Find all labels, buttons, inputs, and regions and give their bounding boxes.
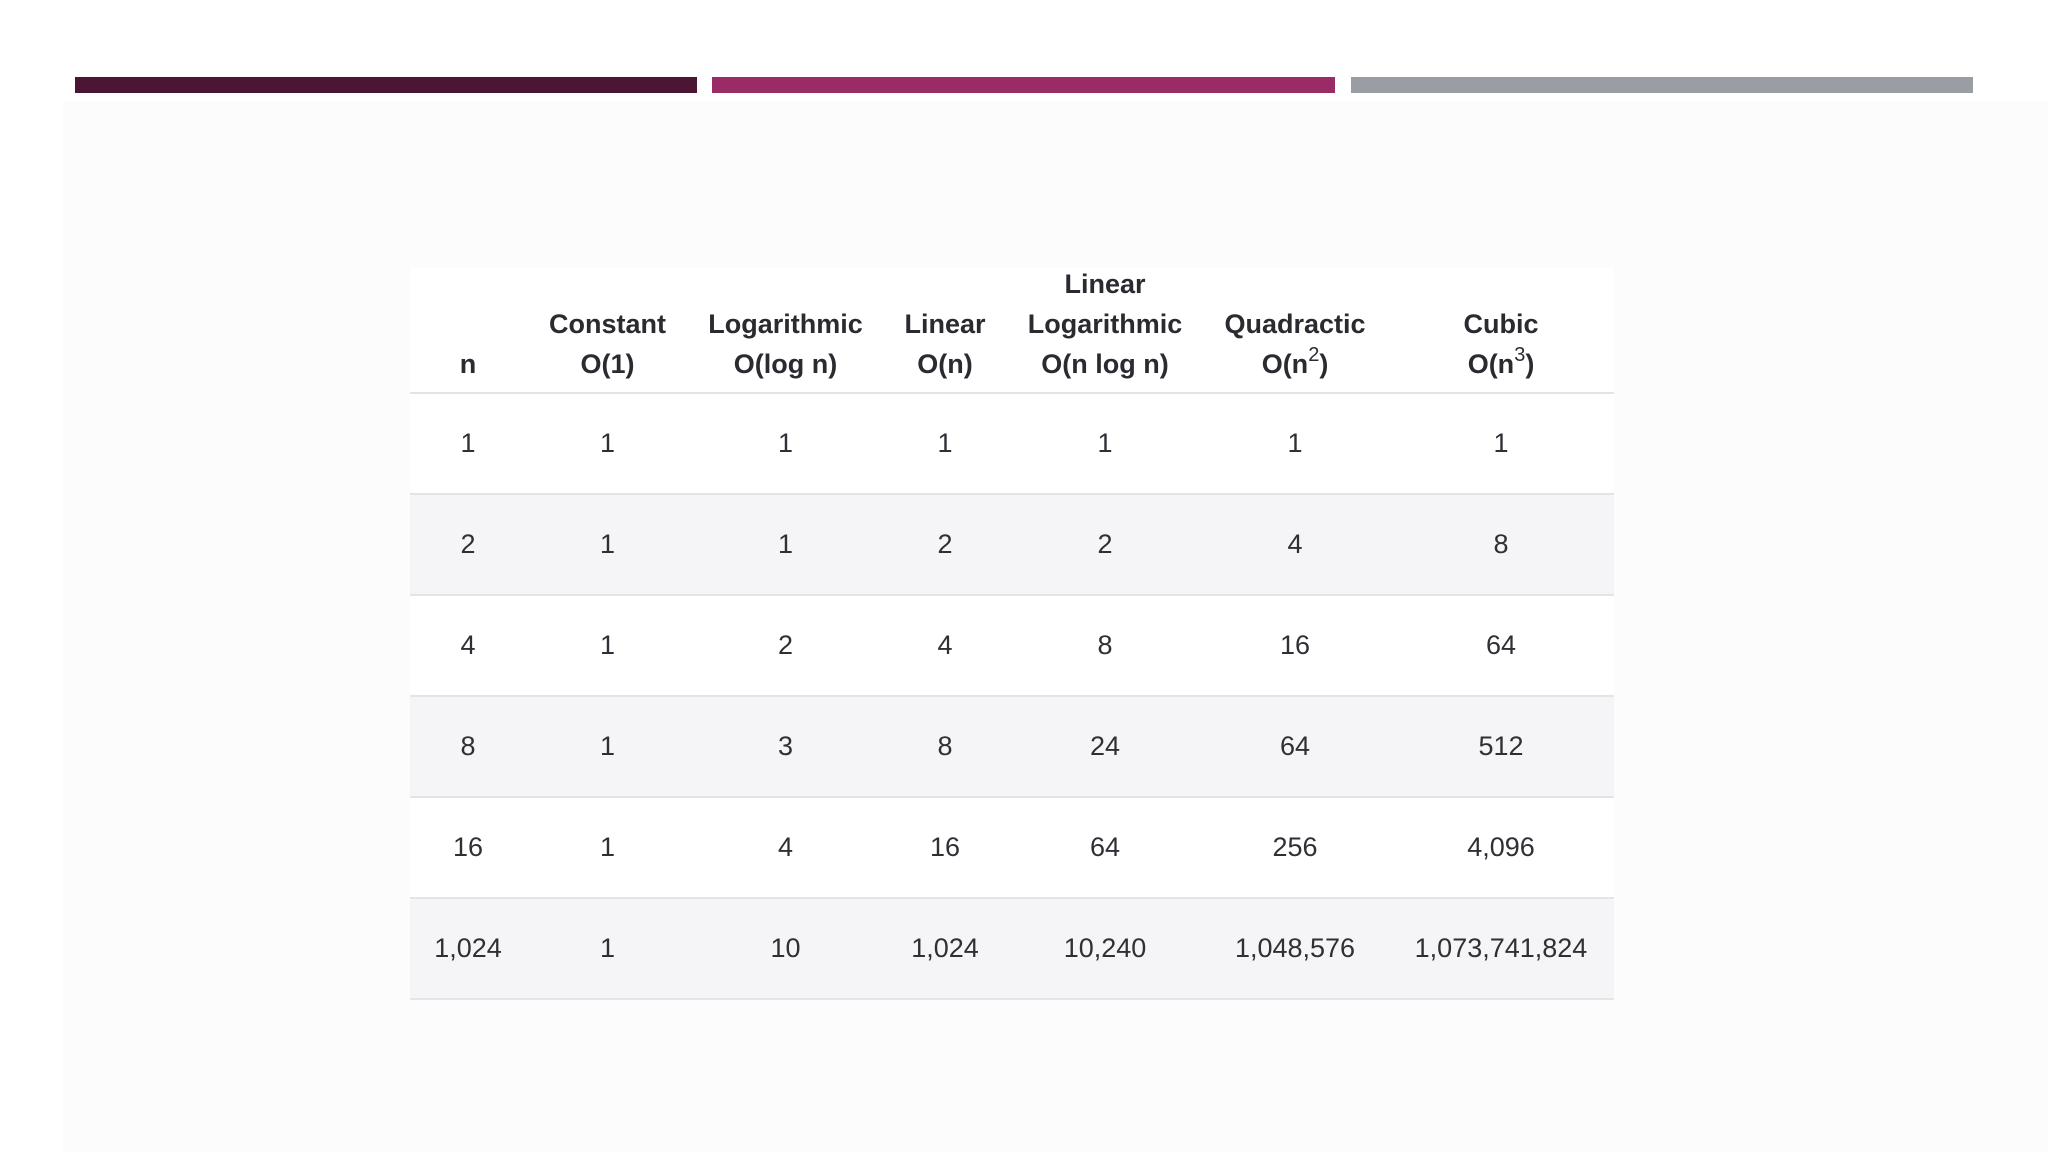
header-quadratic-notation: O(n2) bbox=[1202, 344, 1388, 384]
cell-constant: 1 bbox=[599, 529, 616, 559]
cell-linear: 8 bbox=[937, 731, 953, 761]
cell-n: 4 bbox=[460, 630, 476, 660]
cell-linear-logarithmic: 8 bbox=[1097, 630, 1113, 660]
header-logarithmic: Logarithmic O(log n) bbox=[689, 304, 882, 392]
cell-logarithmic: 2 bbox=[777, 630, 794, 660]
header-linear-logarithmic-name-1: Linear bbox=[1064, 269, 1146, 299]
header-quadratic-notation-base: O(n bbox=[1261, 349, 1309, 379]
cell-linear: 16 bbox=[929, 832, 961, 862]
accent-bar-magenta bbox=[712, 77, 1335, 93]
table-row: 4 1 2 4 8 16 64 bbox=[410, 596, 1614, 697]
cell-logarithmic: 10 bbox=[770, 933, 801, 963]
cell-linear: 2 bbox=[937, 529, 953, 559]
complexity-table: n Constant O(1) Logarithmic O(log n) Lin… bbox=[410, 268, 1614, 1000]
table-row: 2 1 1 2 2 4 8 bbox=[410, 495, 1614, 596]
header-logarithmic-notation: O(log n) bbox=[733, 349, 838, 379]
table-row: 1 1 1 1 1 1 1 bbox=[410, 394, 1614, 495]
header-constant-name: Constant bbox=[549, 309, 666, 339]
cell-n: 16 bbox=[452, 832, 484, 862]
header-logarithmic-name: Logarithmic bbox=[708, 309, 863, 339]
header-n-label: n bbox=[459, 349, 477, 379]
header-linear-name: Linear bbox=[904, 309, 986, 339]
header-cubic-name: Cubic bbox=[1463, 309, 1539, 339]
header-quadratic-notation-close: ) bbox=[1319, 349, 1329, 379]
header-cubic-notation: O(n3) bbox=[1388, 344, 1614, 384]
header-linear-logarithmic: Linear Logarithmic O(n log n) bbox=[1008, 264, 1202, 392]
cell-n: 1 bbox=[460, 428, 476, 458]
cell-linear: 4 bbox=[937, 630, 953, 660]
header-quadratic: Quadractic O(n2) bbox=[1202, 304, 1388, 392]
header-quadratic-exponent: 2 bbox=[1308, 344, 1320, 366]
table-row: 16 1 4 16 64 256 4,096 bbox=[410, 798, 1614, 899]
cell-constant: 1 bbox=[599, 731, 616, 761]
cell-constant: 1 bbox=[599, 630, 616, 660]
cell-linear-logarithmic: 10,240 bbox=[1063, 933, 1147, 963]
accent-bar-gray bbox=[1351, 77, 1973, 93]
header-linear-notation: O(n) bbox=[917, 349, 973, 379]
cell-linear-logarithmic: 1 bbox=[1097, 428, 1113, 458]
cell-n: 2 bbox=[460, 529, 476, 559]
header-linear-logarithmic-notation: O(n log n) bbox=[1041, 349, 1169, 379]
cell-n: 8 bbox=[460, 731, 476, 761]
cell-quadratic: 1,048,576 bbox=[1234, 933, 1356, 963]
cell-linear-logarithmic: 24 bbox=[1089, 731, 1121, 761]
cell-quadratic: 256 bbox=[1272, 832, 1318, 862]
cell-quadratic: 16 bbox=[1279, 630, 1311, 660]
cell-cubic: 1 bbox=[1493, 428, 1509, 458]
cell-quadratic: 1 bbox=[1287, 428, 1303, 458]
cell-logarithmic: 1 bbox=[777, 529, 794, 559]
table-row: 8 1 3 8 24 64 512 bbox=[410, 697, 1614, 798]
cell-logarithmic: 4 bbox=[777, 832, 794, 862]
cell-cubic: 8 bbox=[1493, 529, 1509, 559]
cell-cubic: 512 bbox=[1478, 731, 1524, 761]
header-linear: Linear O(n) bbox=[882, 304, 1008, 392]
cell-linear: 1,024 bbox=[911, 933, 979, 963]
header-constant-notation: O(1) bbox=[580, 349, 635, 379]
table-header-row: n Constant O(1) Logarithmic O(log n) Lin… bbox=[410, 268, 1614, 394]
cell-cubic: 64 bbox=[1485, 630, 1517, 660]
cell-logarithmic: 1 bbox=[777, 428, 794, 458]
header-n: n bbox=[410, 344, 526, 392]
cell-logarithmic: 3 bbox=[777, 731, 794, 761]
header-cubic: Cubic O(n3) bbox=[1388, 304, 1614, 392]
header-cubic-notation-close: ) bbox=[1525, 349, 1535, 379]
cell-cubic: 4,096 bbox=[1467, 832, 1535, 862]
cell-constant: 1 bbox=[599, 428, 616, 458]
cell-constant: 1 bbox=[599, 933, 616, 963]
cell-n: 1,024 bbox=[434, 933, 502, 963]
cell-linear-logarithmic: 64 bbox=[1089, 832, 1121, 862]
header-cubic-notation-base: O(n bbox=[1467, 349, 1515, 379]
header-quadratic-name: Quadractic bbox=[1224, 309, 1366, 339]
cell-quadratic: 64 bbox=[1279, 731, 1311, 761]
table-row: 1,024 1 10 1,024 10,240 1,048,576 1,073,… bbox=[410, 899, 1614, 1000]
header-cubic-exponent: 3 bbox=[1514, 344, 1526, 366]
cell-constant: 1 bbox=[599, 832, 616, 862]
cell-cubic: 1,073,741,824 bbox=[1414, 933, 1588, 963]
header-linear-logarithmic-name-2: Logarithmic bbox=[1027, 309, 1183, 339]
cell-linear: 1 bbox=[937, 428, 953, 458]
accent-bar-dark bbox=[75, 77, 697, 93]
cell-quadratic: 4 bbox=[1287, 529, 1303, 559]
cell-linear-logarithmic: 2 bbox=[1097, 529, 1113, 559]
header-constant: Constant O(1) bbox=[526, 304, 689, 392]
